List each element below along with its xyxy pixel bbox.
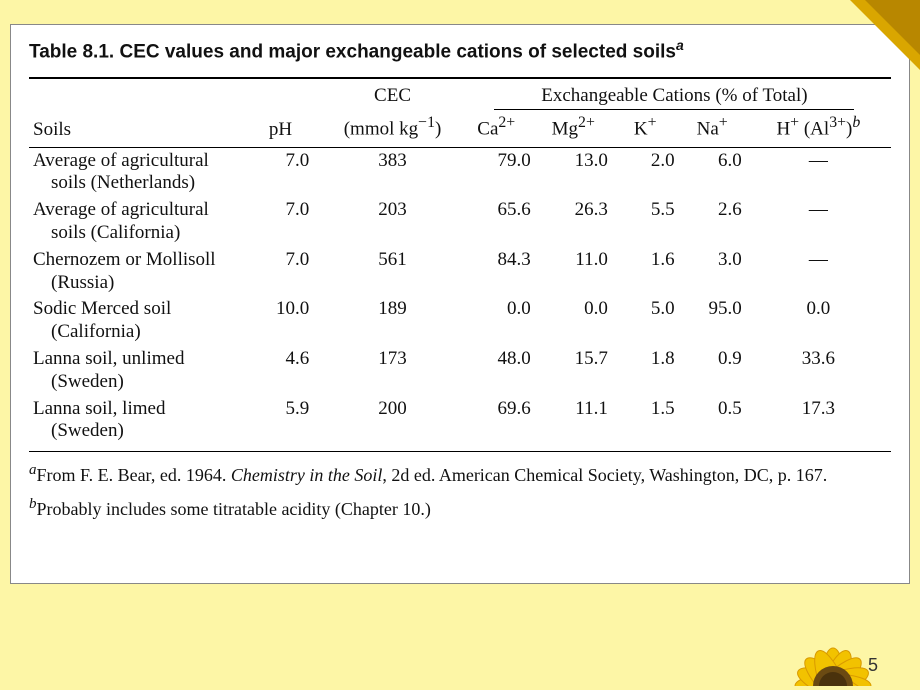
cell-cec: 561: [327, 247, 458, 297]
cell-na: 0.5: [679, 396, 746, 446]
footnote-a: aFrom F. E. Bear, ed. 1964. Chemistry in…: [29, 460, 891, 487]
cell-mg: 11.0: [535, 247, 612, 297]
col-header-ca: Ca2+: [458, 112, 535, 142]
cell-soil: Sodic Merced soil(California): [29, 296, 248, 346]
table-head: Soils pH CEC Exchangeable Cations (% of …: [29, 83, 891, 142]
cell-ph: 7.0: [248, 247, 327, 297]
soil-line2: (Sweden): [33, 371, 244, 394]
cell-mg: 15.7: [535, 346, 612, 396]
cell-na: 2.6: [679, 197, 746, 247]
soil-line2: (Sweden): [33, 420, 244, 443]
cell-soil: Average of agriculturalsoils (California…: [29, 197, 248, 247]
col-header-cec-label: CEC: [327, 83, 458, 112]
table-row: Average of agriculturalsoils (Netherland…: [29, 148, 891, 198]
soil-line2: (California): [33, 321, 244, 344]
soil-line1: Average of agricultural: [33, 150, 209, 171]
title-text: CEC values and major exchangeable cation…: [119, 41, 675, 62]
cell-cec: 383: [327, 148, 458, 198]
cell-k: 1.6: [612, 247, 679, 297]
cec-table: Soils pH CEC Exchangeable Cations (% of …: [29, 83, 891, 445]
col-header-na: Na+: [679, 112, 746, 142]
cell-mg: 11.1: [535, 396, 612, 446]
cell-soil: Chernozem or Mollisoll(Russia): [29, 247, 248, 297]
cell-ca: 0.0: [458, 296, 535, 346]
col-header-mg: Mg2+: [535, 112, 612, 142]
soil-line1: Lanna soil, unlimed: [33, 348, 184, 369]
footnote-b-mark: b: [29, 496, 37, 512]
col-header-k: K+: [612, 112, 679, 142]
col-group-exchangeable: Exchangeable Cations (% of Total): [458, 83, 891, 112]
title-prefix: Table 8.1.: [29, 41, 114, 62]
cell-mg: 26.3: [535, 197, 612, 247]
col-group-label: Exchangeable Cations (% of Total): [494, 85, 854, 110]
cell-ca: 84.3: [458, 247, 535, 297]
cell-ca: 48.0: [458, 346, 535, 396]
cell-k: 5.5: [612, 197, 679, 247]
cell-h: 0.0: [746, 296, 891, 346]
cell-ph: 10.0: [248, 296, 327, 346]
footnotes: aFrom F. E. Bear, ed. 1964. Chemistry in…: [29, 460, 891, 521]
footnote-a-mark: a: [29, 462, 37, 478]
sunflower-decoration: [758, 596, 908, 686]
footnote-a-book: Chemistry in the Soil: [231, 465, 383, 485]
cell-soil: Average of agriculturalsoils (Netherland…: [29, 148, 248, 198]
soil-line1: Chernozem or Mollisoll: [33, 249, 216, 270]
table-title: Table 8.1. CEC values and major exchange…: [29, 37, 891, 63]
cell-na: 0.9: [679, 346, 746, 396]
cell-h: —: [746, 247, 891, 297]
cell-ca: 79.0: [458, 148, 535, 198]
col-header-cec-unit: (mmol kg−1): [327, 112, 458, 142]
cell-soil: Lanna soil, unlimed(Sweden): [29, 346, 248, 396]
cell-ca: 65.6: [458, 197, 535, 247]
soil-line2: (Russia): [33, 272, 244, 295]
footnote-a-post: , 2d ed. American Chemical Society, Wash…: [382, 465, 827, 485]
cell-cec: 200: [327, 396, 458, 446]
rule-top: [29, 77, 891, 79]
cell-soil: Lanna soil, limed(Sweden): [29, 396, 248, 446]
table-card: Table 8.1. CEC values and major exchange…: [10, 24, 910, 584]
cell-h: 33.6: [746, 346, 891, 396]
footnote-b-text: Probably includes some titratable acidit…: [37, 499, 431, 519]
col-header-soils: Soils: [29, 83, 248, 142]
cell-k: 5.0: [612, 296, 679, 346]
footnote-a-pre: From F. E. Bear, ed. 1964.: [37, 465, 231, 485]
cell-h: 17.3: [746, 396, 891, 446]
cell-ph: 4.6: [248, 346, 327, 396]
cell-ph: 5.9: [248, 396, 327, 446]
col-header-h: H+ (Al3+)b: [746, 112, 891, 142]
table-row: Lanna soil, unlimed(Sweden)4.617348.015.…: [29, 346, 891, 396]
page-curl-inner: [865, 0, 920, 55]
slide-number: 5: [868, 655, 878, 676]
table-row: Lanna soil, limed(Sweden)5.920069.611.11…: [29, 396, 891, 446]
cell-na: 95.0: [679, 296, 746, 346]
cell-mg: 0.0: [535, 296, 612, 346]
cell-ca: 69.6: [458, 396, 535, 446]
table-row: Sodic Merced soil(California)10.01890.00…: [29, 296, 891, 346]
cell-mg: 13.0: [535, 148, 612, 198]
cell-na: 6.0: [679, 148, 746, 198]
cell-cec: 173: [327, 346, 458, 396]
cell-cec: 189: [327, 296, 458, 346]
cell-k: 1.8: [612, 346, 679, 396]
table-row: Average of agriculturalsoils (California…: [29, 197, 891, 247]
soil-line2: soils (California): [33, 222, 244, 245]
cell-k: 1.5: [612, 396, 679, 446]
soil-line1: Sodic Merced soil: [33, 298, 171, 319]
soil-line1: Lanna soil, limed: [33, 398, 165, 419]
soil-line2: soils (Netherlands): [33, 172, 244, 195]
cell-h: —: [746, 197, 891, 247]
cell-h: —: [746, 148, 891, 198]
footnote-b: bProbably includes some titratable acidi…: [29, 494, 891, 521]
title-superscript: a: [676, 37, 684, 53]
cell-ph: 7.0: [248, 148, 327, 198]
cell-k: 2.0: [612, 148, 679, 198]
table-body: Average of agriculturalsoils (Netherland…: [29, 143, 891, 446]
table-row: Chernozem or Mollisoll(Russia)7.056184.3…: [29, 247, 891, 297]
col-header-ph: pH: [248, 83, 327, 142]
soil-line1: Average of agricultural: [33, 199, 209, 220]
cell-cec: 203: [327, 197, 458, 247]
rule-bottom: [29, 451, 891, 452]
cell-ph: 7.0: [248, 197, 327, 247]
cell-na: 3.0: [679, 247, 746, 297]
